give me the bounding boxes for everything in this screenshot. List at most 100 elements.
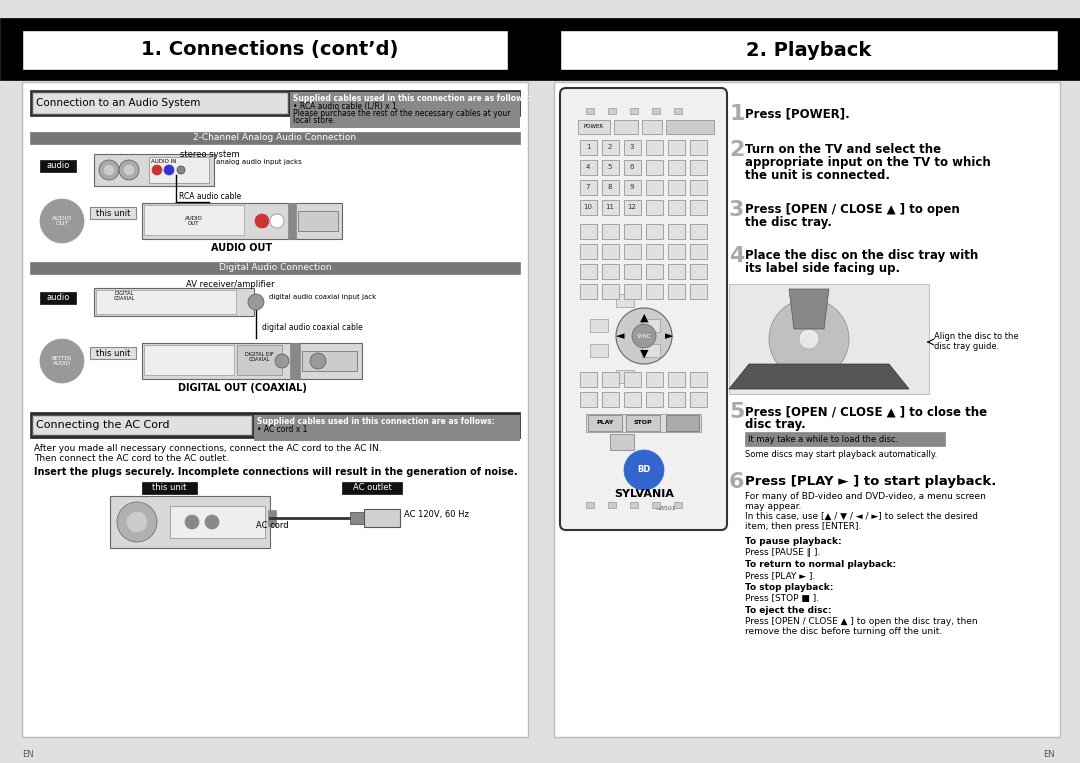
Bar	[602, 392, 619, 407]
Text: BD: BD	[637, 465, 650, 475]
Text: disc tray.: disc tray.	[745, 418, 806, 431]
Bar	[149, 157, 210, 183]
Text: this unit: this unit	[152, 484, 186, 492]
Bar	[110, 496, 270, 548]
Bar	[141, 482, 197, 494]
Bar	[624, 160, 642, 175]
Bar	[615, 120, 638, 134]
Bar	[586, 502, 594, 508]
Text: DIGITAL OUT (COAXIAL): DIGITAL OUT (COAXIAL)	[177, 383, 307, 393]
Bar	[144, 205, 244, 235]
Bar	[580, 244, 597, 259]
Text: 6: 6	[630, 164, 634, 170]
Circle shape	[248, 294, 264, 310]
Bar	[642, 319, 660, 332]
Bar	[669, 180, 685, 195]
Polygon shape	[729, 364, 909, 389]
Bar	[646, 372, 663, 387]
Bar	[624, 244, 642, 259]
Bar	[666, 120, 714, 134]
Bar	[30, 132, 519, 144]
Bar	[94, 288, 254, 316]
Text: 5: 5	[729, 402, 744, 422]
Bar	[602, 284, 619, 299]
Circle shape	[616, 308, 672, 364]
Bar	[580, 392, 597, 407]
Bar	[624, 200, 642, 215]
Circle shape	[769, 299, 849, 379]
Bar	[646, 160, 663, 175]
Bar	[646, 244, 663, 259]
Text: 11: 11	[606, 204, 615, 210]
Bar	[342, 482, 402, 494]
Bar	[0, 18, 1080, 80]
Text: AUDIO
OUT: AUDIO OUT	[185, 216, 203, 227]
Text: Press [POWER].: Press [POWER].	[745, 107, 850, 120]
Bar	[690, 372, 707, 387]
Circle shape	[255, 214, 269, 228]
Text: In this case, use [▲ / ▼ / ◄ / ►] to select the desired: In this case, use [▲ / ▼ / ◄ / ►] to sel…	[745, 512, 978, 521]
Bar	[268, 510, 276, 526]
Text: ▼: ▼	[639, 349, 648, 359]
Bar	[302, 351, 357, 371]
Bar	[30, 412, 519, 438]
Text: 7: 7	[585, 184, 591, 190]
Text: 5: 5	[608, 164, 612, 170]
Text: It may take a while to load the disc.: It may take a while to load the disc.	[748, 434, 899, 443]
Bar	[669, 264, 685, 279]
Bar	[674, 502, 681, 508]
Bar	[602, 140, 619, 155]
Bar	[669, 372, 685, 387]
Text: 2: 2	[729, 140, 744, 160]
Text: stereo system: stereo system	[180, 150, 240, 159]
Text: 4: 4	[585, 164, 590, 170]
Text: appropriate input on the TV to which: appropriate input on the TV to which	[745, 156, 990, 169]
Text: AC 120V, 60 Hz: AC 120V, 60 Hz	[404, 510, 469, 519]
Bar	[22, 82, 528, 737]
Text: Some discs may start playback automatically.: Some discs may start playback automatica…	[745, 450, 937, 459]
Text: POWER: POWER	[584, 124, 604, 130]
Bar	[626, 415, 660, 431]
Text: Then connect the AC cord to the AC outlet.: Then connect the AC cord to the AC outle…	[33, 454, 229, 463]
Bar	[669, 160, 685, 175]
Circle shape	[177, 166, 185, 174]
Text: Connection to an Audio System: Connection to an Audio System	[36, 98, 201, 108]
Bar	[642, 120, 662, 134]
Circle shape	[127, 512, 147, 532]
Bar	[610, 434, 634, 450]
Bar	[590, 319, 608, 332]
Text: AUDIO OUT: AUDIO OUT	[212, 243, 272, 253]
Bar	[669, 284, 685, 299]
Bar	[30, 262, 519, 274]
Bar	[298, 211, 338, 231]
Text: Press [PLAY ► ] to start playback.: Press [PLAY ► ] to start playback.	[745, 475, 997, 488]
Bar	[690, 200, 707, 215]
Circle shape	[270, 214, 284, 228]
Text: 3: 3	[729, 200, 744, 220]
Bar	[602, 160, 619, 175]
Bar	[624, 264, 642, 279]
Bar	[554, 82, 1059, 737]
Text: EN: EN	[1043, 750, 1055, 759]
Bar	[669, 140, 685, 155]
Bar	[646, 140, 663, 155]
Text: Supplied cables used in this connection are as follows:: Supplied cables used in this connection …	[257, 417, 495, 426]
Bar	[602, 224, 619, 239]
Bar	[646, 180, 663, 195]
Bar	[364, 509, 400, 527]
Bar	[646, 392, 663, 407]
Bar	[690, 244, 707, 259]
Bar	[96, 290, 237, 314]
Circle shape	[799, 329, 819, 349]
Bar	[254, 415, 519, 441]
Text: For many of BD-video and DVD-video, a menu screen: For many of BD-video and DVD-video, a me…	[745, 492, 986, 501]
Text: AC cord: AC cord	[256, 521, 288, 530]
Bar	[745, 432, 945, 446]
Circle shape	[310, 353, 326, 369]
Text: NB501: NB501	[656, 506, 676, 510]
Bar	[170, 506, 265, 538]
Bar	[646, 264, 663, 279]
Text: DIGITAL
COAXIAL: DIGITAL COAXIAL	[113, 291, 135, 301]
Text: this unit: this unit	[96, 349, 131, 358]
Circle shape	[275, 354, 289, 368]
